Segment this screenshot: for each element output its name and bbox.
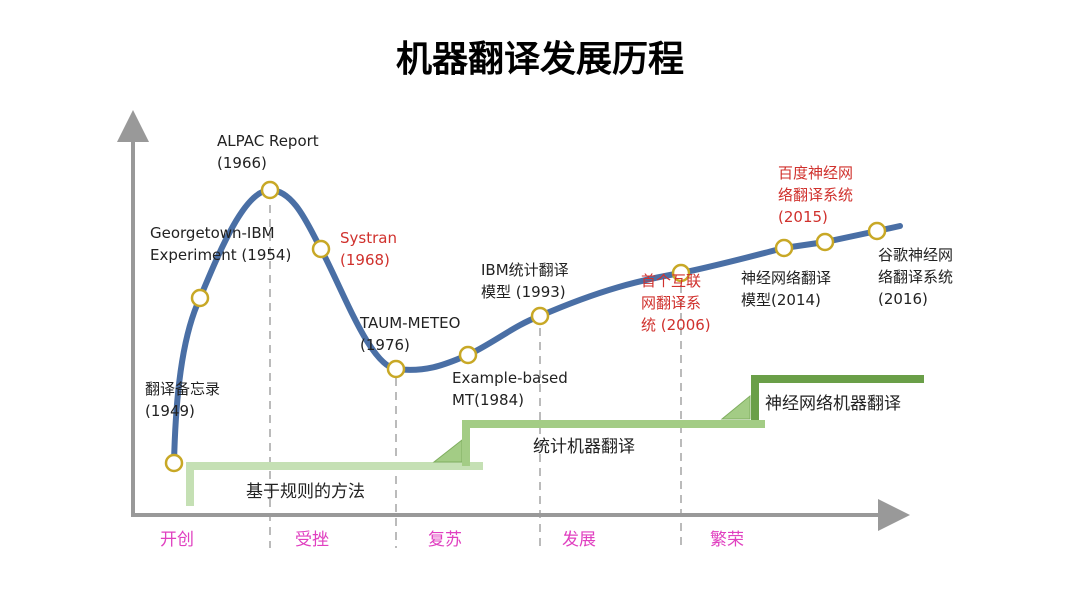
event-label: 百度神经网络翻译系统(2015) <box>778 164 853 226</box>
phase-label: 发展 <box>562 530 596 550</box>
phase-label: 受挫 <box>295 530 329 550</box>
phase-label: 复苏 <box>428 530 462 550</box>
step-triangle <box>720 394 751 420</box>
event-node <box>815 232 835 252</box>
event-node <box>530 306 550 326</box>
neural-step <box>751 375 924 420</box>
event-node <box>311 239 331 259</box>
event-node <box>190 288 210 308</box>
phase-label: 繁荣 <box>710 530 744 550</box>
statistical-step <box>462 420 765 466</box>
method-label-rule: 基于规则的方法 <box>246 482 365 502</box>
event-label: Georgetown-IBM Experiment (1954) <box>150 224 291 264</box>
event-label: TAUM-METEO (1976) <box>359 314 460 354</box>
event-label: 翻译备忘录(1949) <box>145 380 220 420</box>
event-label: 谷歌神经网络翻译系统(2016) <box>878 246 953 308</box>
phase-label: 开创 <box>160 530 194 550</box>
event-node <box>867 221 887 241</box>
page-title: 机器翻译发展历程 <box>395 39 684 80</box>
event-label: ALPAC Report (1966) <box>217 132 319 172</box>
event-label: Example-based MT(1984) <box>452 369 568 409</box>
event-label: Systran (1968) <box>340 229 397 269</box>
rule-based-step <box>186 462 483 506</box>
event-node <box>386 359 406 379</box>
method-label-statistical: 统计机器翻译 <box>533 437 635 457</box>
step-triangle <box>432 438 463 463</box>
method-label-neural: 神经网络机器翻译 <box>765 394 901 414</box>
event-node <box>260 180 280 200</box>
event-node <box>774 238 794 258</box>
event-node <box>458 345 478 365</box>
event-label: 首个互联网翻译系统 (2006) <box>641 272 711 334</box>
event-label: 神经网络翻译模型(2014) <box>741 269 831 309</box>
event-node <box>164 453 184 473</box>
event-label: IBM统计翻译模型 (1993) <box>481 261 569 301</box>
event-node <box>671 263 691 283</box>
